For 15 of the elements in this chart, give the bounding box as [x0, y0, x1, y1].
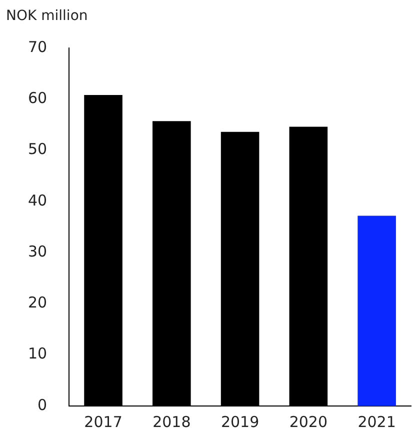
x-tick-label: 2018: [152, 412, 191, 431]
y-tick-label: 10: [28, 344, 48, 363]
x-tick-label: 2019: [220, 412, 260, 431]
y-tick-label: 0: [38, 396, 48, 414]
x-tick-label: 2021: [358, 412, 396, 431]
y-tick-label: 20: [28, 294, 48, 312]
bar: [358, 216, 396, 406]
y-tick-label: 50: [28, 140, 48, 158]
x-tick-label: 2017: [84, 412, 122, 431]
y-tick-label: 40: [28, 191, 48, 210]
x-tick-label: 2020: [289, 412, 328, 431]
y-tick-label: 30: [28, 242, 48, 260]
y-tick-label: 70: [28, 38, 48, 56]
y-axis-title: NOK million: [6, 8, 88, 24]
y-tick-label: 60: [28, 89, 48, 108]
